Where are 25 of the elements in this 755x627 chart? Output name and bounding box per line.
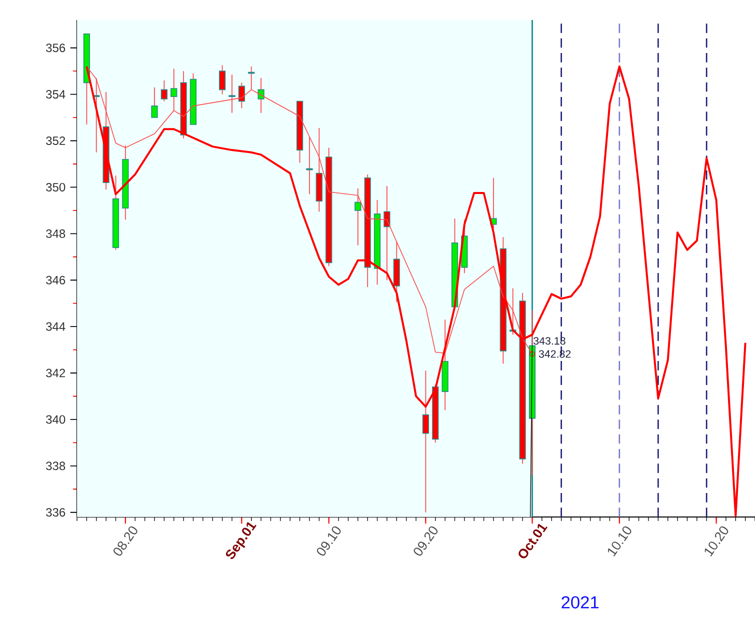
candlestick	[384, 186, 390, 281]
y-tick-label: 354	[46, 90, 66, 99]
y-tick-label: 340	[46, 415, 66, 424]
candlestick	[160, 80, 168, 102]
annotation: 343.18	[534, 337, 566, 345]
candlestick	[218, 64, 226, 95]
y-tick-label: 356	[46, 44, 66, 52]
x-axis-title: 2021	[562, 596, 599, 608]
y-tick-label: 346	[46, 276, 66, 284]
candlestick	[354, 188, 362, 246]
candlestick	[238, 82, 245, 109]
y-tick-label: 336	[46, 508, 66, 517]
y-tick-label: 350	[46, 182, 66, 192]
candlestick	[151, 86, 158, 118]
y-tick-label: 348	[46, 229, 66, 238]
line-series	[86, 65, 746, 517]
y-tick-label: 342	[46, 368, 66, 378]
candlestick	[258, 78, 264, 114]
y-tick-label: 344	[46, 322, 66, 331]
candlestick	[306, 136, 313, 195]
annotation: 342.82	[538, 350, 571, 358]
y-tick-label: 338	[46, 462, 66, 470]
candlestick	[422, 370, 429, 513]
y-tick-label: 352	[46, 136, 66, 146]
candlestick	[228, 74, 236, 114]
